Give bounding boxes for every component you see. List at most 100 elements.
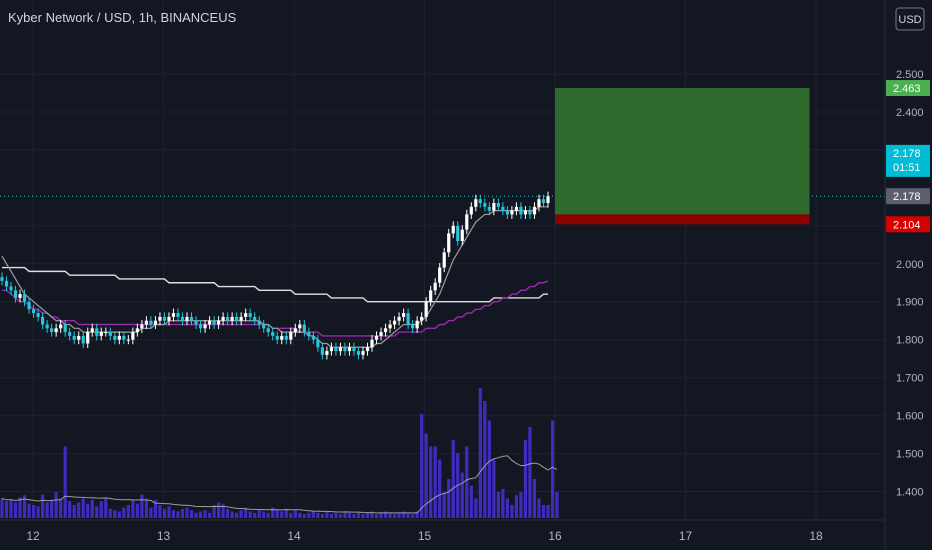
candle-body — [4, 280, 9, 287]
candle-body — [424, 301, 428, 317]
volume-bar — [45, 502, 49, 518]
volume-bar — [158, 505, 162, 518]
volume-bar — [293, 510, 297, 518]
candle-body — [501, 206, 505, 211]
volume-bar — [433, 446, 437, 518]
volume-bar — [370, 511, 374, 518]
candle-body — [483, 203, 487, 207]
stop-zone — [555, 214, 810, 225]
candle-body — [158, 316, 162, 321]
candle-body — [532, 206, 537, 215]
volume-bar — [329, 514, 334, 518]
price-tick-label: 1.700 — [896, 373, 924, 385]
volume-bar — [90, 499, 94, 518]
candle-body — [402, 313, 406, 317]
volume-bar — [365, 512, 370, 518]
volume-bar — [442, 492, 446, 518]
volume-bar — [501, 488, 505, 518]
volume-bar — [307, 512, 311, 518]
candle-body — [266, 328, 270, 333]
currency-button[interactable]: USD — [895, 7, 925, 31]
volume-bar — [149, 507, 153, 518]
volume-bar — [253, 512, 257, 518]
time-tick-label: 16 — [548, 529, 562, 543]
candle-body — [180, 316, 185, 321]
volume-bar — [144, 498, 148, 518]
candle-body — [68, 332, 72, 336]
volume-bar — [392, 514, 397, 518]
candle-body — [13, 290, 18, 298]
candle-body — [492, 203, 496, 211]
long-position-tool[interactable] — [555, 88, 810, 225]
volume-bar — [397, 512, 401, 518]
volume-bar — [325, 511, 329, 518]
candle-body — [0, 277, 4, 281]
volume-bar — [541, 505, 546, 518]
svg-text:USD: USD — [898, 14, 921, 26]
candle-body — [194, 320, 198, 325]
candle-body — [541, 199, 546, 204]
volume-bar — [153, 499, 158, 518]
volume-bar — [438, 459, 442, 518]
candle-body — [474, 199, 478, 207]
candle-body — [406, 313, 410, 325]
volume-bar — [162, 508, 167, 518]
volume-bar — [347, 512, 352, 518]
candle-body — [505, 210, 509, 215]
candle-body — [153, 320, 158, 325]
last-price-tag-countdown: 01:51 — [893, 162, 921, 174]
candle-body — [420, 316, 424, 321]
volume-bar — [239, 510, 243, 518]
volume-bar — [266, 512, 270, 518]
volume-bar — [546, 505, 550, 518]
price-tick-label: 2.500 — [896, 69, 924, 81]
candle-body — [365, 347, 370, 352]
volume-bar — [424, 433, 428, 518]
volume-bar — [9, 499, 13, 518]
candle-body — [144, 320, 148, 325]
candle-body — [302, 324, 306, 333]
candle-body — [514, 206, 519, 211]
candle-body — [31, 309, 36, 314]
volume-bar — [226, 508, 230, 518]
volume-bar — [221, 503, 225, 518]
candle-body — [77, 335, 81, 340]
volume-bar — [338, 514, 343, 518]
candle-body — [478, 199, 482, 204]
volume-bar — [487, 420, 491, 518]
candle-body — [81, 335, 85, 344]
price-tick-label: 1.400 — [896, 487, 924, 499]
candle-body — [311, 335, 315, 340]
volume-bar — [180, 508, 185, 518]
candle-body — [546, 196, 550, 204]
candle-body — [126, 339, 130, 341]
candle-body — [379, 332, 383, 336]
volume-bar — [189, 510, 194, 518]
volume-bar — [523, 440, 528, 518]
volume-bar — [537, 498, 541, 518]
volume-bar — [54, 492, 58, 518]
volume-bar — [519, 492, 523, 518]
candle-body — [370, 339, 374, 348]
candle-body — [185, 316, 189, 321]
volume-bar — [131, 499, 135, 518]
volume-bar — [555, 492, 559, 518]
volume-bar — [469, 485, 473, 518]
volume-bar — [492, 459, 496, 518]
volume-bar — [216, 502, 221, 518]
volume-bar — [284, 508, 288, 518]
candle-body — [122, 335, 126, 340]
time-axis[interactable]: 12 13 14 15 16 17 18 — [0, 519, 885, 543]
volume-bar — [59, 498, 63, 518]
volume-bar — [406, 512, 410, 518]
volume-bar — [230, 511, 234, 518]
volume-bar — [356, 512, 361, 518]
volume-bar — [68, 501, 72, 518]
volume-bar — [36, 506, 40, 518]
candle-body — [343, 347, 347, 352]
candle-body — [537, 199, 541, 207]
volume-bar — [510, 505, 514, 518]
candle-body — [298, 324, 302, 329]
volume-bar — [343, 511, 347, 518]
